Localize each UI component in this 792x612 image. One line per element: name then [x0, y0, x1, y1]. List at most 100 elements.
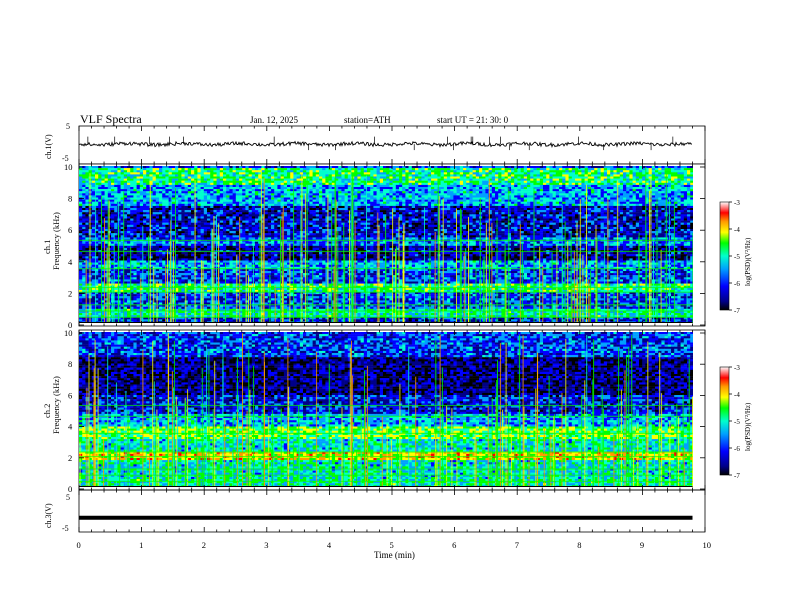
spectrogram-cell — [181, 193, 185, 196]
spectrogram-cell — [680, 195, 685, 198]
spectrogram-cell — [181, 178, 185, 181]
spectrogram-cell — [491, 191, 496, 194]
spectrogram-cell — [424, 195, 429, 198]
spectrogram-cell — [360, 191, 365, 194]
spectrogram-cell — [85, 205, 89, 209]
spectrogram-cell — [661, 172, 665, 175]
spectrogram-cell — [386, 166, 390, 169]
spectrogram-cell — [98, 168, 102, 171]
spectrogram-cell — [328, 195, 333, 198]
spectrogram-cell — [133, 182, 137, 186]
spectrogram-cell — [498, 214, 502, 217]
spectrogram-cell — [674, 174, 678, 177]
spectrogram-cell — [181, 208, 185, 211]
spectrogram-cell — [322, 178, 326, 181]
spectrogram-cell — [290, 178, 294, 181]
spectrogram-cell — [293, 191, 297, 194]
spectrogram-cell — [485, 203, 489, 207]
spectrogram-cell — [127, 203, 131, 207]
spectrogram-cell — [107, 180, 112, 183]
spectrogram-cell — [581, 193, 585, 196]
spectrogram-cell — [530, 216, 534, 219]
spectrogram-cell — [264, 197, 269, 200]
spectrogram-cell — [200, 199, 205, 202]
spectrogram-cell — [485, 178, 489, 181]
spectrogram-cell — [559, 176, 563, 179]
spectrogram-cell — [501, 199, 505, 202]
spectrogram-cell — [136, 212, 141, 215]
spectrogram-cell — [367, 172, 371, 175]
spectrogram-cell — [187, 172, 192, 175]
spectrogram-cell — [267, 180, 272, 183]
spectrogram-cell — [283, 189, 288, 192]
spectrogram-cell — [533, 205, 537, 209]
spectrogram-cell — [293, 178, 297, 181]
spectrogram-cell — [271, 214, 275, 217]
spectrogram-cell — [677, 212, 681, 215]
spectrogram-cell — [277, 182, 281, 186]
spectrogram-cell — [338, 172, 342, 175]
spectrogram-cell — [626, 172, 630, 175]
spectrogram-cell — [402, 184, 406, 188]
spectrogram-cell — [104, 212, 109, 215]
spectrogram-cell — [594, 191, 598, 194]
spectrogram-cell — [607, 172, 611, 175]
spectrogram-cell — [619, 193, 624, 196]
spectrogram-cell — [175, 170, 179, 173]
spectrogram-cell — [530, 184, 534, 188]
spectrogram-cell — [559, 216, 563, 219]
spectrogram-cell — [239, 199, 243, 202]
spectrogram-cell — [443, 212, 448, 215]
spectrogram-cell — [203, 218, 208, 221]
spectrogram-cell — [303, 191, 307, 194]
spectrogram-cell — [402, 166, 406, 169]
spectrogram-cell — [341, 216, 345, 219]
spectrogram-cell — [210, 182, 214, 186]
spectrogram-cell — [450, 208, 454, 211]
spectrogram-cell — [338, 184, 342, 188]
spectrogram-cell — [293, 182, 297, 186]
spectrogram-cell — [495, 191, 499, 194]
spectrogram-cell — [315, 212, 320, 215]
spectrogram-cell — [408, 197, 413, 200]
spectrogram-cell — [504, 193, 509, 196]
spectrogram-cell — [146, 180, 150, 183]
spectrogram-cell — [149, 210, 153, 213]
spectrogram-cell — [338, 216, 342, 219]
spectrogram-cell — [488, 184, 493, 188]
spectrogram-cell — [424, 168, 429, 171]
spectrogram-cell — [290, 189, 294, 192]
spectrogram-cell — [469, 191, 473, 194]
spectrogram-cell — [376, 210, 381, 213]
spectrogram-cell — [597, 178, 601, 181]
spectrogram-cell — [402, 210, 406, 213]
spectrogram-cell — [559, 210, 563, 213]
spectrogram-cell — [341, 170, 345, 173]
spectrogram-cell — [677, 166, 681, 169]
spectrogram-cell — [344, 166, 349, 169]
spectrogram-cell — [440, 168, 445, 171]
spectrogram-cell — [251, 166, 256, 169]
spectrogram-cell — [264, 210, 269, 213]
spectrogram-cell — [155, 203, 160, 207]
spectrogram-cell — [613, 166, 617, 169]
spectrogram-cell — [434, 193, 438, 196]
spectrogram-cell — [235, 218, 240, 221]
spectrogram-cell — [136, 210, 141, 213]
spectrogram-cell — [539, 170, 544, 173]
spectrogram-cell — [600, 203, 605, 207]
spectrogram-cell — [475, 195, 480, 198]
spectrogram-cell — [635, 189, 640, 192]
spectrogram-cell — [575, 191, 579, 194]
spectrogram-cell — [386, 187, 390, 190]
spectrogram-cell — [344, 197, 349, 200]
spectrogram-cell — [523, 199, 528, 202]
spectrogram-cell — [239, 197, 243, 200]
spectrogram-cell — [357, 216, 361, 219]
spectrogram-cell — [440, 176, 445, 179]
spectrogram-cell — [82, 208, 86, 211]
spectrogram-cell — [466, 176, 470, 179]
spectrogram-cell — [536, 187, 541, 190]
spectrogram-cell — [386, 168, 390, 171]
spectrogram-cell — [488, 205, 493, 209]
